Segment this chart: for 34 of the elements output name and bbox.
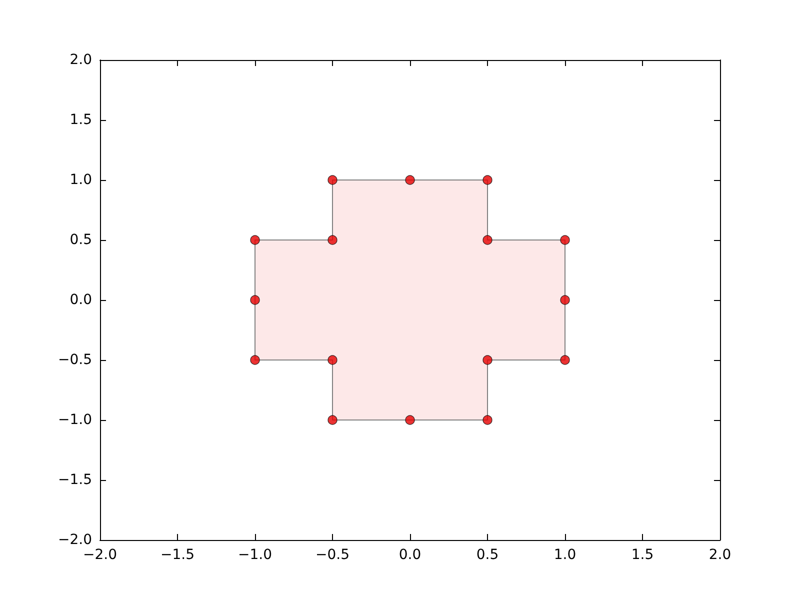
point <box>328 355 338 365</box>
point <box>405 175 415 185</box>
x-tick-label: −1.0 <box>238 547 272 563</box>
point <box>250 235 260 245</box>
x-tick-label: 0.5 <box>476 547 499 563</box>
x-tick-label: 1.0 <box>554 547 576 563</box>
point <box>482 175 492 185</box>
y-tick-label: −2.0 <box>58 532 92 548</box>
x-tick-label: 1.5 <box>631 547 654 563</box>
y-tick-label: 0.0 <box>70 292 92 308</box>
y-tick-label: 1.5 <box>70 112 92 128</box>
x-tick-label: −0.5 <box>316 547 350 563</box>
point <box>482 235 492 245</box>
point <box>482 415 492 425</box>
point <box>560 295 570 305</box>
point <box>328 415 338 425</box>
y-tick-label: 1.0 <box>70 172 92 188</box>
point <box>560 355 570 365</box>
x-tick-label: 0.0 <box>398 547 422 563</box>
x-tick-label: −2.0 <box>83 547 117 563</box>
point <box>328 175 338 185</box>
y-tick-label: −1.0 <box>58 412 92 428</box>
point <box>250 295 260 305</box>
y-tick-label: 2.0 <box>70 52 92 68</box>
y-tick-label: 0.5 <box>70 232 92 248</box>
point <box>560 235 570 245</box>
point <box>250 355 260 365</box>
x-tick-label: −1.5 <box>160 547 194 563</box>
y-tick-label: −1.5 <box>58 472 92 488</box>
point <box>482 355 492 365</box>
point <box>405 415 415 425</box>
x-tick-label: 2.0 <box>708 547 732 563</box>
y-tick-label: −0.5 <box>58 352 92 368</box>
point <box>328 235 338 245</box>
